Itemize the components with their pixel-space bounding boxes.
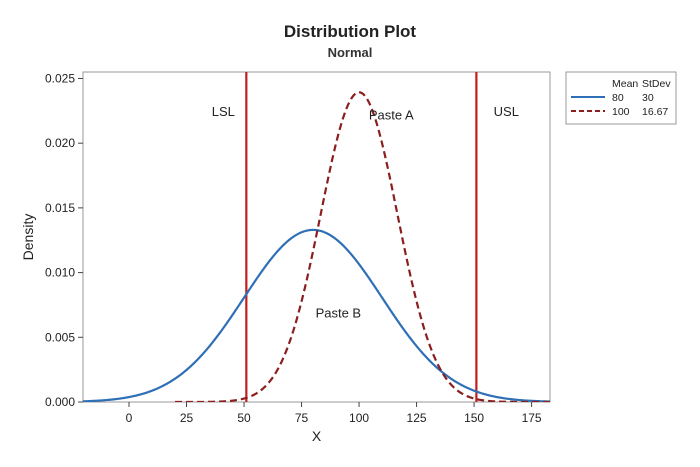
- legend-mean-1: 80: [612, 92, 624, 104]
- legend-stdev-1: 30: [642, 92, 654, 104]
- legend-mean-2: 100: [612, 106, 630, 118]
- annotation-lsl: LSL: [212, 104, 235, 119]
- x-tick-label: 50: [237, 411, 251, 425]
- series-line-2: [175, 91, 550, 402]
- legend-stdev-2: 16.67: [642, 106, 668, 118]
- y-tick-label: 0.000: [45, 395, 75, 409]
- x-tick-label: 25: [180, 411, 194, 425]
- y-tick-label: 0.020: [45, 136, 75, 150]
- plot-area: 0.000 0.005 0.010 0.015 0.020 0.025 0 25 50 75 100…: [20, 71, 551, 444]
- x-tick-label: 175: [522, 411, 542, 425]
- y-tick-label: 0.010: [45, 266, 75, 280]
- x-axis-label: X: [312, 428, 322, 444]
- chart-subtitle: Normal: [328, 45, 373, 60]
- chart-title: Distribution Plot: [284, 22, 417, 41]
- annotation-paste-a: Paste A: [369, 108, 414, 123]
- annotation-usl: USL: [494, 104, 519, 119]
- y-tick-label: 0.025: [45, 71, 75, 85]
- legend-header-stdev: StDev: [642, 78, 671, 90]
- y-axis-label: Density: [20, 214, 36, 261]
- y-tick-label: 0.005: [45, 330, 75, 344]
- legend: Mean StDev 80 30 100 16.67: [565, 71, 677, 125]
- x-tick-label: 75: [295, 411, 309, 425]
- x-tick-label: 100: [349, 411, 369, 425]
- annotation-paste-b: Paste B: [316, 306, 362, 321]
- series-line-1: [83, 228, 550, 402]
- x-tick-label: 125: [407, 411, 427, 425]
- legend-header-mean: Mean: [612, 78, 638, 90]
- x-tick-label: 150: [464, 411, 484, 425]
- x-tick-label: 0: [126, 411, 133, 425]
- y-tick-label: 0.015: [45, 201, 75, 215]
